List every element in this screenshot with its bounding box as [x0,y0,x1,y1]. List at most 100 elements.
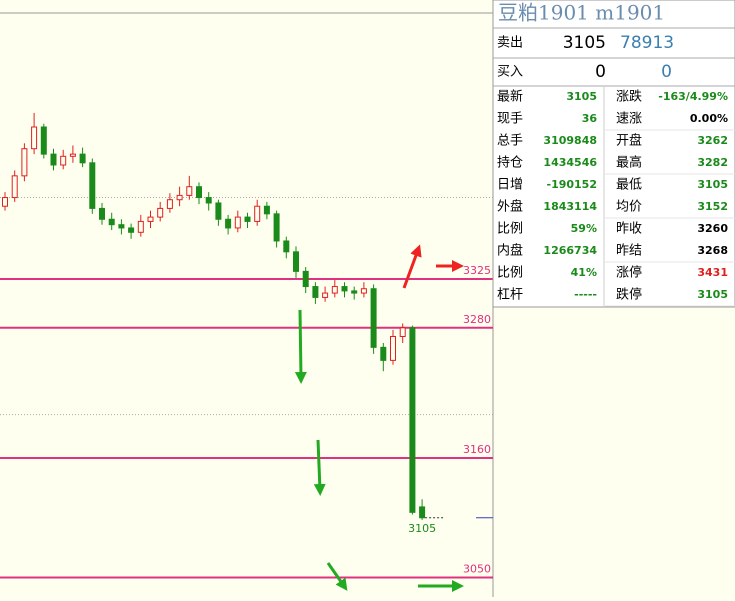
candle-body [69,153,76,157]
field-label: 比例 [497,266,523,281]
field-value: 1434546 [543,156,597,169]
candle-body [273,213,280,242]
field-value: -163/4.99% [658,90,728,103]
field-label: 最低 [616,178,642,193]
field-value: 3152 [697,200,728,213]
field-value: 3282 [697,156,728,169]
field-value: 1266734 [543,244,597,257]
candle-body [293,251,299,272]
candle-body [2,197,8,207]
candle-body [205,197,212,204]
annotations [294,244,464,592]
field-label: 涨停 [616,265,642,281]
candle-body [147,216,154,222]
candle-body [50,153,57,166]
last-price-label: 3105 [408,522,436,535]
candle-body [60,155,67,166]
candle-body [79,153,86,164]
buy-label: 买入 [497,65,523,80]
field-label: 总手 [497,134,523,149]
candle-body [390,335,396,361]
candle-body [322,292,329,298]
field-value: 3105 [697,178,728,191]
buy-volume: 0 [661,62,672,82]
level-label: 3160 [463,443,491,456]
candle-body [234,216,241,229]
field-value: 3268 [697,244,728,257]
candle-body [89,162,96,209]
buy-price: 0 [595,62,606,82]
candle-body [254,205,261,222]
field-value: 3105 [697,288,728,301]
level-label: 3050 [463,562,491,575]
candle-body [137,220,144,233]
candle-body [225,218,232,229]
candle-body [166,199,173,209]
field-label: 外盘 [497,199,523,215]
field-value: 36 [582,112,598,125]
candle-body [331,286,338,294]
field-value: 0.00% [690,112,728,125]
candle-body [244,216,251,222]
candle-body [31,126,38,150]
candle-body [409,327,416,513]
field-label: 日增 [497,178,523,193]
candle-body [118,224,125,229]
candle-body [380,346,387,361]
arrow [326,562,348,591]
field-value: 3262 [697,134,728,147]
level-label: 3325 [463,264,491,277]
candle-body [40,126,47,155]
candle-body [312,286,319,298]
field-value: 3431 [697,266,728,279]
candle-body [302,270,309,288]
candle-body [11,175,18,199]
field-label: 持仓 [497,156,523,171]
candle-body [419,506,426,519]
field-label: 最高 [616,155,642,171]
field-label: 最新 [497,89,523,105]
field-label: 昨收 [616,222,642,237]
candle-body [341,286,348,292]
candle-body [21,148,28,177]
candle-body [99,207,105,220]
field-value: 3105 [566,90,597,103]
arrow [402,244,422,289]
field-label: 开盘 [616,133,642,149]
candle-body [186,186,193,196]
field-label: 昨结 [616,244,642,259]
candle-body [360,288,367,294]
field-label: 内盘 [497,243,523,259]
field-label: 速涨 [616,112,642,127]
candle-body [108,218,115,226]
level-label: 3280 [463,313,491,326]
sell-volume: 78913 [620,33,674,53]
field-label: 跌停 [616,287,642,303]
chart-area [0,0,493,597]
candle-body [176,194,183,201]
candle-body [351,290,358,294]
sell-label: 卖出 [497,36,523,51]
field-value: 41% [571,266,597,279]
field-label: 比例 [497,222,523,237]
field-value: -190152 [547,178,598,191]
field-label: 杠杆 [497,287,523,303]
field-label: 涨跌 [616,89,642,105]
field-value: 1843114 [543,200,597,213]
candle-body [215,202,222,220]
field-value: 59% [571,222,597,235]
candle-body [157,207,164,218]
candle-body [370,288,377,348]
sell-price: 3105 [563,33,606,53]
candle-body [196,186,202,199]
field-value: 3109848 [543,134,597,147]
candle-body [128,227,135,233]
arrow [313,439,326,496]
quote-title: 豆粕1901 m1901 [498,1,665,25]
arrow [294,309,307,384]
candle-body [399,327,406,337]
quote-panel [492,0,735,308]
candle-body [283,240,290,253]
